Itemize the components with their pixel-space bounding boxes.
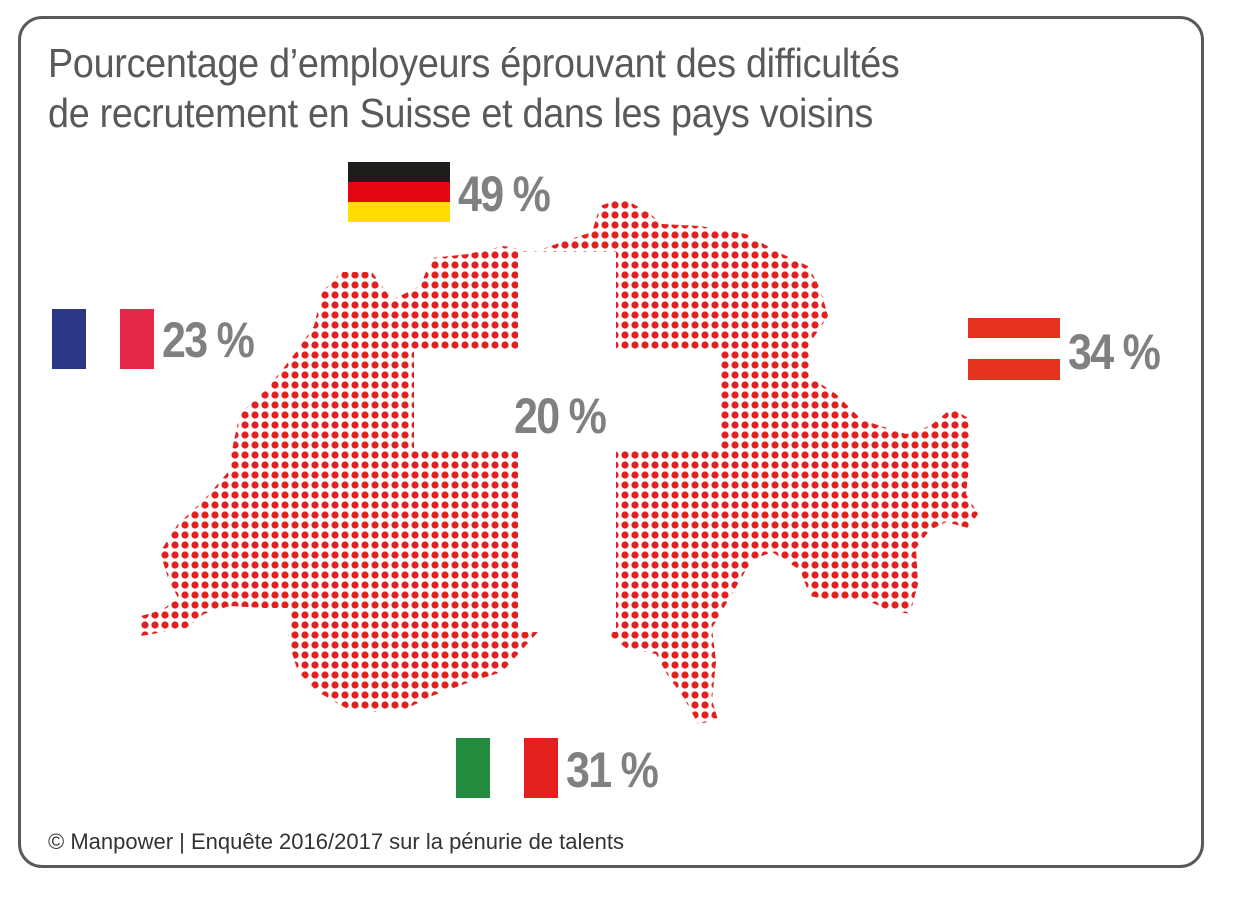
- austria-flag-stripe-3: [968, 359, 1060, 380]
- austria-flag-icon: [968, 318, 1060, 380]
- france-value: 23 %: [162, 312, 255, 368]
- title-line-2: de recrutement en Suisse et dans les pay…: [48, 90, 874, 136]
- austria-flag-stripe-1: [968, 318, 1060, 338]
- switzerland-outline: [141, 198, 978, 724]
- germany-flag-stripe-1: [348, 162, 450, 182]
- france-flag-icon: [52, 309, 154, 369]
- italy-value: 31 %: [566, 742, 659, 798]
- switzerland-value: 20 %: [514, 388, 607, 444]
- italy-flag-icon: [456, 738, 558, 798]
- italy-flag-stripe-3: [524, 738, 558, 798]
- italy-flag-stripe-1: [456, 738, 490, 798]
- source-footer: © Manpower | Enquête 2016/2017 sur la pé…: [48, 829, 624, 854]
- france-flag-stripe-3: [120, 309, 154, 369]
- germany-flag-stripe-2: [348, 182, 450, 202]
- title-line-1: Pourcentage d’employeurs éprouvant des d…: [48, 40, 900, 86]
- italy-flag-stripe-2: [490, 738, 524, 798]
- france-flag-stripe-2: [86, 309, 120, 369]
- germany-value: 49 %: [458, 166, 551, 222]
- austria-flag-stripe-2: [968, 338, 1060, 359]
- germany-flag-stripe-3: [348, 202, 450, 222]
- france-flag-stripe-1: [52, 309, 86, 369]
- chart-title: Pourcentage d’employeurs éprouvant des d…: [48, 38, 900, 138]
- germany-flag-icon: [348, 162, 450, 222]
- austria-value: 34 %: [1068, 324, 1161, 380]
